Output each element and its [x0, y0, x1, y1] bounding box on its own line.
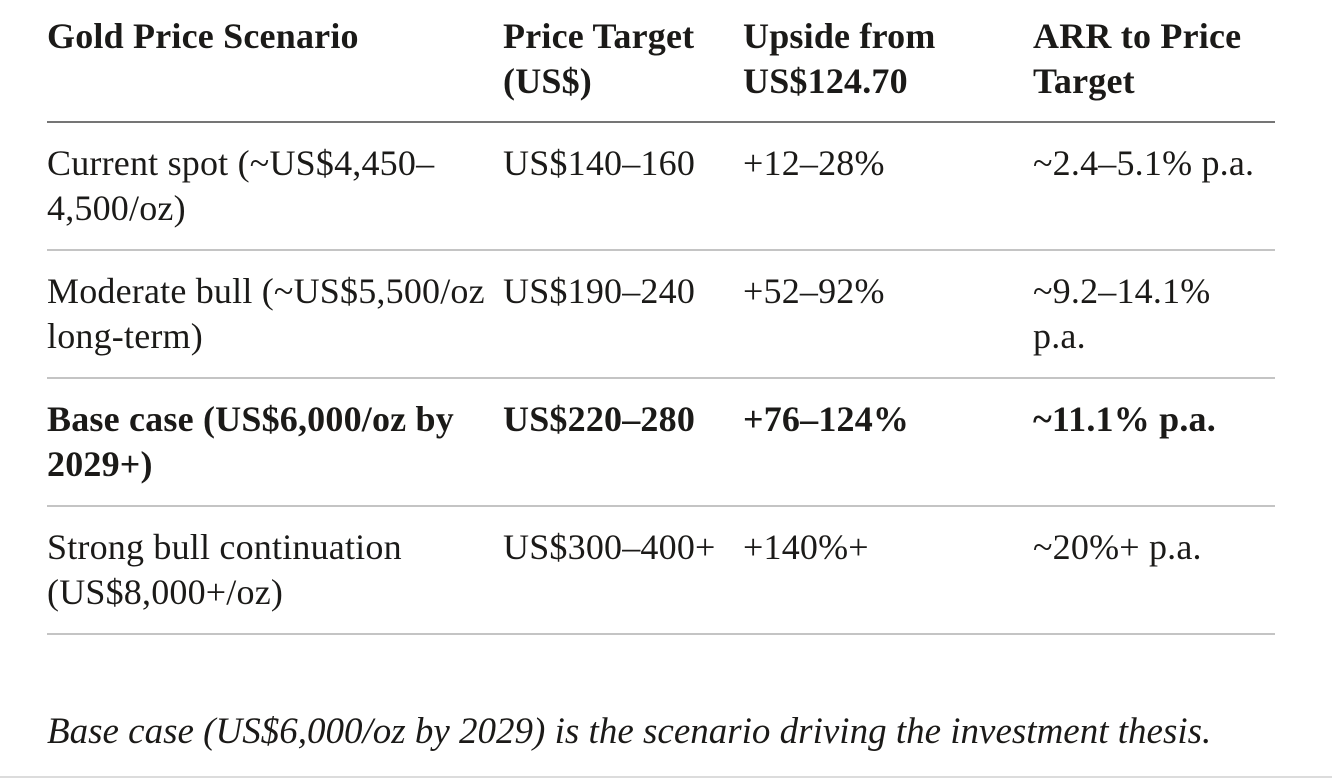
- table-header-row: Gold Price Scenario Price Target (US$) U…: [47, 0, 1275, 123]
- upside-cell: +140%+: [743, 527, 869, 567]
- column-header-scenario: Gold Price Scenario: [47, 16, 359, 56]
- scenario-cell: Moderate bull (~US$5,500/oz long-term): [47, 271, 485, 356]
- price-target-cell: US$140–160: [503, 143, 696, 183]
- table-row-strong-bull: Strong bull continuation (US$8,000+/oz) …: [47, 507, 1275, 635]
- footnote-text: Base case (US$6,000/oz by 2029) is the s…: [47, 711, 1212, 752]
- table-row-moderate-bull: Moderate bull (~US$5,500/oz long-term) U…: [47, 251, 1275, 379]
- column-header-arr: ARR to Price Target: [1033, 16, 1242, 101]
- scenario-cell: Base case (US$6,000/oz by 2029+): [47, 399, 454, 484]
- arr-cell: ~9.2–14.1% p.a.: [1033, 271, 1211, 356]
- scenario-cell: Current spot (~US$4,450–4,500/oz): [47, 143, 435, 228]
- table-row-base-case: Base case (US$6,000/oz by 2029+) US$220–…: [47, 379, 1275, 507]
- arr-cell: ~2.4–5.1% p.a.: [1033, 143, 1255, 183]
- upside-cell: +52–92%: [743, 271, 885, 311]
- gold-price-scenario-table: Gold Price Scenario Price Target (US$) U…: [47, 0, 1275, 635]
- page-bottom-divider: [0, 776, 1332, 778]
- price-target-cell: US$300–400+: [503, 527, 716, 567]
- column-header-upside: Upside from US$124.70: [743, 16, 936, 101]
- upside-cell: +76–124%: [743, 399, 910, 439]
- table-row-current-spot: Current spot (~US$4,450–4,500/oz) US$140…: [47, 123, 1275, 251]
- column-header-price-target: Price Target (US$): [503, 16, 695, 101]
- arr-cell: ~20%+ p.a.: [1033, 527, 1202, 567]
- upside-cell: +12–28%: [743, 143, 885, 183]
- price-target-cell: US$220–280: [503, 399, 696, 439]
- price-target-cell: US$190–240: [503, 271, 696, 311]
- arr-cell: ~11.1% p.a.: [1033, 399, 1216, 439]
- scenario-cell: Strong bull continuation (US$8,000+/oz): [47, 527, 402, 612]
